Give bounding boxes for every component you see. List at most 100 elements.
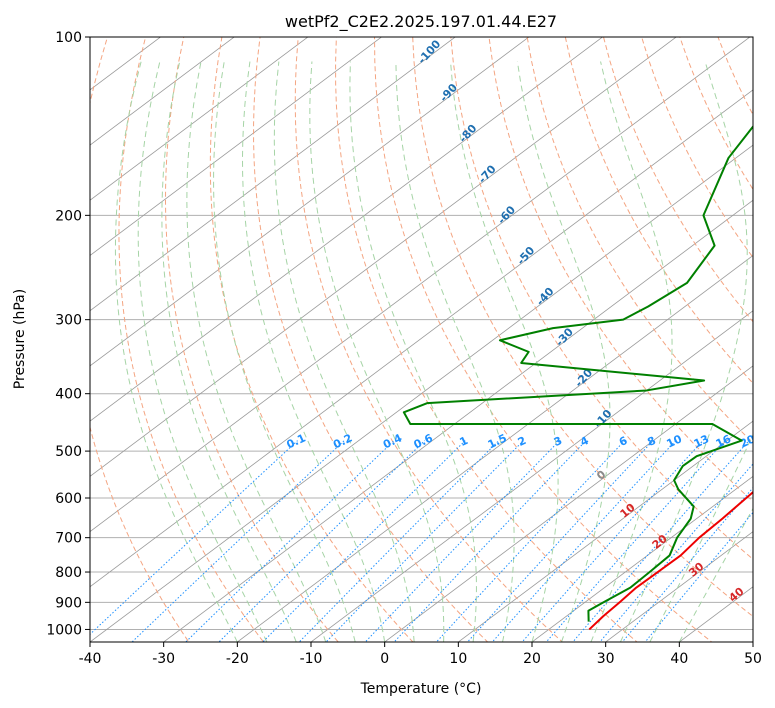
temperature-line (588, 490, 753, 631)
moist-adiabat-line (450, 61, 559, 642)
mixing-ratio-line (364, 440, 560, 642)
adiabat-label: 0 (594, 468, 608, 483)
x-tick-label: 30 (597, 651, 615, 667)
x-tick-label: -30 (152, 651, 175, 667)
isotherm-line (90, 37, 162, 91)
isotherm-label: -60 (495, 203, 518, 227)
isotherm-label: -40 (534, 285, 557, 309)
isotherm-line (752, 641, 753, 642)
mixing-ratio-line (545, 440, 726, 642)
x-tick-label: 0 (380, 651, 389, 667)
mixing-ratio-line (521, 440, 704, 642)
y-tick-label: 800 (55, 565, 82, 581)
dry-adiabat-line (746, 10, 775, 654)
mixing-ratio-line (325, 440, 524, 642)
x-tick-label: 40 (670, 651, 688, 667)
mixing-ratio-label: 10 (665, 432, 685, 450)
moist-adiabat-line (619, 61, 748, 642)
dry-adiabat-line (564, 37, 753, 384)
plot-frame (89, 36, 754, 643)
chart-title: wetPf2_C2E2.2025.197.01.44.E27 (285, 12, 557, 32)
mixing-ratio-label: 25 (762, 432, 775, 450)
moist-adiabat-line (161, 61, 297, 642)
mixing-ratio-line (393, 440, 587, 642)
mixing-ratio-line (572, 440, 750, 642)
moist-adiabat-line (516, 61, 611, 642)
mixing-ratio-label: 0.2 (331, 431, 354, 451)
mixing-ratio-line (599, 463, 753, 642)
mixing-ratio-label: 0.1 (285, 431, 308, 451)
plot-background-lines (90, 10, 775, 654)
isotherm-line (90, 37, 309, 201)
x-tick-label: 50 (744, 651, 762, 667)
isotherm-label: -50 (514, 244, 537, 268)
mixing-ratio-label: 0.6 (412, 431, 435, 451)
mixing-ratio-label: 8 (645, 434, 657, 449)
mixing-ratio-label: 4 (578, 434, 591, 449)
dry-adiabat-line (335, 37, 638, 642)
isotherm-line (531, 475, 753, 642)
isotherm-line (90, 37, 677, 477)
x-axis: -40 -30 -20 -10 0 10 20 30 40 50 (79, 642, 762, 667)
isotherm-line (310, 310, 753, 642)
x-tick-label: 10 (449, 651, 467, 667)
dry-adiabat-line (679, 37, 753, 191)
y-tick-label: 100 (55, 30, 82, 46)
adiabat-label: 20 (650, 532, 670, 552)
isotherm-line (457, 420, 753, 642)
dry-adiabat-line (253, 37, 489, 642)
y-tick-label: 200 (55, 208, 82, 224)
x-axis-label: Temperature (°C) (360, 681, 482, 697)
dry-adiabat-line (294, 37, 564, 642)
mixing-ratio-line (435, 440, 626, 642)
mixing-ratio-label: 0.4 (381, 431, 404, 451)
mixing-ratio-line (262, 440, 466, 642)
dry-adiabat-line (90, 37, 190, 642)
adiabat-label: 10 (618, 501, 638, 521)
isotherm-label: -90 (437, 81, 460, 105)
dry-adiabat-line (374, 37, 713, 642)
y-tick-label: 1000 (46, 622, 82, 638)
y-tick-label: 600 (55, 491, 82, 507)
mixing-ratio-label: 1 (457, 434, 469, 449)
mixing-ratio-line (621, 486, 753, 642)
isotherm-line (604, 531, 753, 642)
y-tick-label: 300 (55, 313, 82, 329)
isotherm-line (90, 37, 235, 146)
mixing-ratio-line (218, 440, 426, 642)
moist-adiabat-line (186, 61, 327, 642)
dry-adiabat-line (412, 37, 753, 618)
isotherm-line (383, 365, 753, 642)
y-tick-label: 900 (55, 595, 82, 611)
moist-adiabat-line (395, 61, 515, 642)
isotherm-line (90, 89, 753, 588)
moist-adiabat-line (649, 433, 753, 642)
x-tick-label: -40 (79, 651, 102, 667)
isotherm-line (90, 37, 383, 257)
mixing-ratio-line (466, 440, 654, 642)
isotherm-line (90, 37, 530, 367)
y-axis-label: Pressure (hPa) (12, 289, 28, 389)
dry-adiabat-line (209, 37, 414, 642)
overlay-labels: 0.10.20.40.611.52346810131620253036-100-… (285, 37, 775, 604)
moist-adiabat-line (349, 61, 477, 642)
isotherm-line (90, 37, 456, 312)
x-tick-label: -10 (300, 651, 323, 667)
moist-adiabat-line (213, 61, 356, 642)
y-tick-label: 700 (55, 531, 82, 547)
mixing-ratio-line (298, 440, 500, 642)
moist-adiabat-line (309, 61, 445, 642)
moist-adiabat-line (678, 507, 753, 642)
isotherm-line (90, 37, 751, 533)
mixing-ratio-line (131, 440, 345, 642)
moist-adiabat-line (241, 61, 386, 642)
isotherm-line (236, 255, 753, 642)
mixing-ratio-line (90, 440, 298, 635)
isotherm-line (90, 144, 753, 642)
x-tick-label: 20 (523, 651, 541, 667)
mixing-ratio-line (644, 511, 753, 642)
isotherm-line (90, 37, 604, 422)
moist-adiabat-line (273, 61, 415, 642)
mixing-ratio-line (185, 440, 395, 642)
